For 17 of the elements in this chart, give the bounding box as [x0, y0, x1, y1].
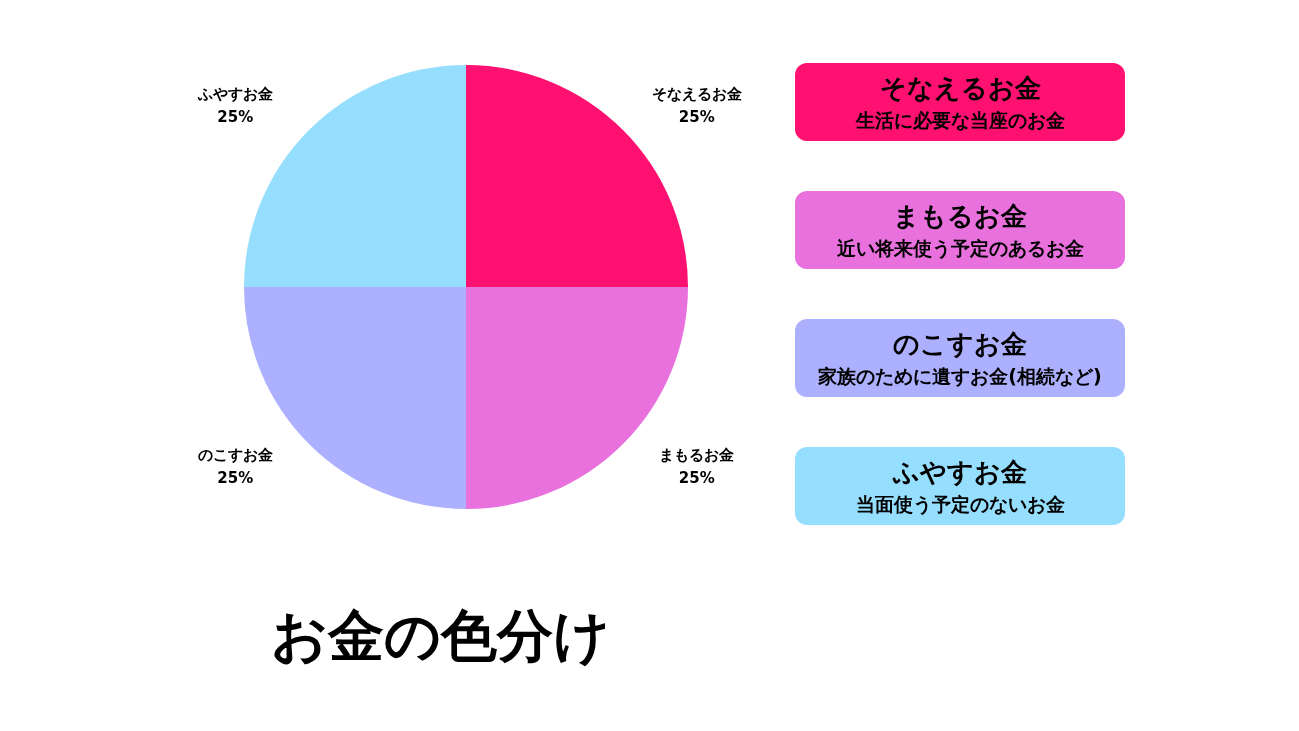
text: 近い将来使う予定のあるお金	[835, 236, 1085, 261]
slice-label: のこすお金	[197, 445, 273, 464]
data-label: 25%	[678, 468, 715, 487]
slice-label: まもるお金	[659, 445, 735, 464]
category-label: そなえるお金	[879, 73, 1041, 103]
data-label: 25%	[217, 107, 254, 126]
category-label: まもるお金	[893, 201, 1027, 231]
text: 生活に必要な当座のお金	[854, 108, 1066, 133]
category-label: ふやすお金	[893, 457, 1027, 487]
category-label: のこすお金	[893, 329, 1027, 359]
text: 当面使う予定のないお金	[854, 492, 1066, 517]
data-label: 25%	[678, 107, 715, 126]
slice-label: そなえるお金	[651, 84, 742, 103]
slice-label: ふやすお金	[196, 84, 273, 103]
text: 家族のために遺すお金(相続など)	[817, 364, 1103, 389]
data-label: 25%	[217, 468, 254, 487]
text: お金の色分け	[269, 602, 611, 670]
